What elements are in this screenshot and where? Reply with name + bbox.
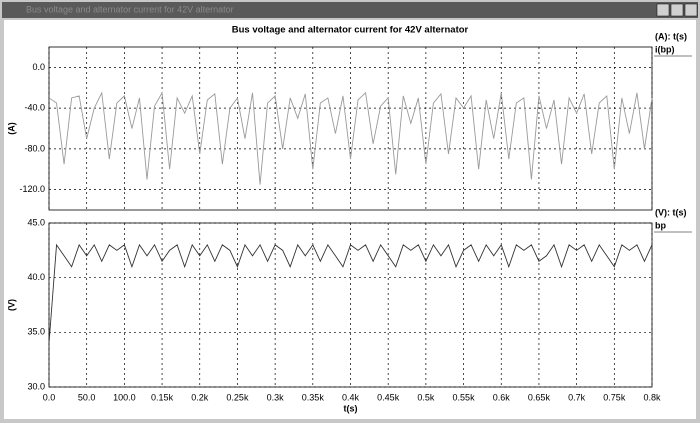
y-axis-label: (V) <box>6 299 16 311</box>
legend-header: (A): t(s) <box>655 31 687 41</box>
y-tick-label: 30.0 <box>27 381 45 391</box>
legend-header: (V): t(s) <box>655 207 687 217</box>
x-tick-label: 0.4k <box>342 392 360 402</box>
x-tick-label: 0.3k <box>267 392 285 402</box>
x-tick-label: 0.2k <box>191 392 209 402</box>
x-tick-label: 0.45k <box>377 392 400 402</box>
x-tick-label: 0.65k <box>528 392 551 402</box>
legend-entry: bp <box>655 220 666 230</box>
x-tick-label: 0.7k <box>568 392 586 402</box>
x-tick-label: 0.75k <box>603 392 626 402</box>
chart-title: Bus voltage and alternator current for 4… <box>232 25 469 36</box>
series-line <box>48 243 653 344</box>
title-bar <box>2 2 698 18</box>
minimize-button[interactable] <box>656 3 670 17</box>
plot-window <box>4 20 696 419</box>
x-tick-label: 0.25k <box>226 392 249 402</box>
x-tick-label: 0.5k <box>417 392 435 402</box>
x-tick-label: 0.35k <box>302 392 325 402</box>
y-axis-label: (A) <box>6 122 16 135</box>
maximize-button[interactable] <box>670 3 684 17</box>
y-tick-label: 40.0 <box>27 272 45 282</box>
x-tick-label: 0.8k <box>643 392 661 402</box>
x-axis-label: t(s) <box>344 403 358 413</box>
x-tick-label: 0.55k <box>453 392 476 402</box>
x-tick-label: 0.15k <box>151 392 174 402</box>
y-tick-label: -80.0 <box>24 143 45 153</box>
y-tick-label: -40.0 <box>24 103 45 113</box>
x-tick-label: 0.0 <box>43 392 56 402</box>
legend-entry: i(bp) <box>655 44 675 54</box>
y-tick-label: 0.0 <box>32 62 45 72</box>
y-tick-label: 45.0 <box>27 217 45 227</box>
window-title: Bus voltage and alternator current for 4… <box>26 4 234 14</box>
close-button[interactable] <box>684 3 698 17</box>
x-tick-label: 100.0 <box>113 392 136 402</box>
x-tick-label: 50.0 <box>78 392 96 402</box>
series-line <box>48 91 653 185</box>
y-tick-label: -120.0 <box>19 184 45 194</box>
y-tick-label: 35.0 <box>27 327 45 337</box>
x-tick-label: 0.6k <box>493 392 511 402</box>
